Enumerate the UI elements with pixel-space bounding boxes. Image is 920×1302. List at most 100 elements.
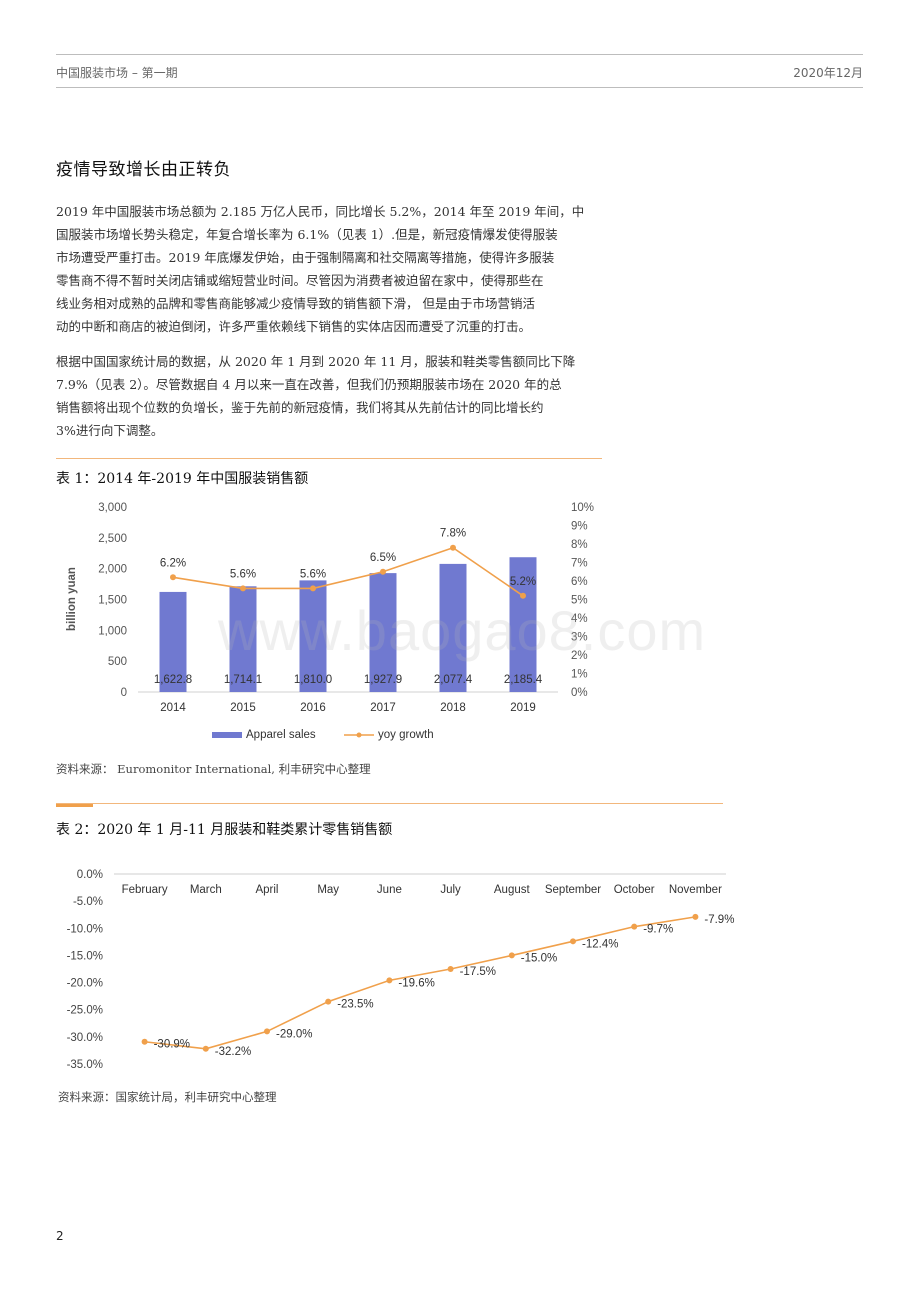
y-tick-label: 0 (121, 687, 127, 699)
bar-value-label: 1,622.8 (154, 674, 192, 686)
y-tick-label: -25.0% (67, 1005, 103, 1017)
sales-growth-line (144, 916, 696, 1050)
yoy-point-2014 (170, 574, 176, 581)
bar-2014 (159, 591, 187, 692)
x-tick-label: 2014 (160, 702, 186, 714)
y-tick-label: 3,000 (98, 502, 127, 514)
x-tick-label: June (377, 884, 402, 896)
chart1-plot: 3,000 2,500 2,000 1,500 1,000 500 0 10% 9% 8% 7% 6%… (66, 502, 594, 741)
x-tick-label: February (122, 884, 168, 896)
point-July (447, 966, 454, 972)
yoy-point-2016 (310, 585, 316, 592)
paragraph-line: 市场遭受严重打击。2019 年底爆发伊始，由于强制隔离和社交隔离等措施，使得许多… (56, 250, 555, 265)
y2-tick-label: 5% (571, 595, 588, 607)
point-value-label: -30.9% (154, 1039, 190, 1051)
point-May (325, 998, 332, 1005)
chart2-caption: 表 2：2020 年 1 月-11 月服装和鞋类累计零售销售额 (56, 822, 393, 838)
y-tick-label: 1,500 (98, 595, 127, 607)
x-tick-label: March (190, 884, 222, 896)
chart1-caption: 表 1：2014 年-2019 年中国服装销售额 (56, 471, 309, 487)
y-tick-label: 0.0% (77, 869, 103, 881)
paragraph-line: 零售商不得不暂时关闭店铺或缩短营业时间。尽管因为消费者被迫留在家中，使得那些在 (56, 273, 544, 288)
x-tick-label: 2016 (300, 702, 326, 714)
paragraph-2: 根据中国国家统计局的数据，从 2020 年 1 月到 2020 年 11 月，服… (56, 350, 601, 442)
chart2-top-rule (56, 803, 723, 804)
y-tick-label: 500 (108, 656, 127, 668)
chart1-top-rule (56, 458, 602, 459)
y-tick-label: 1,000 (98, 625, 127, 637)
page-number: 2 (56, 1229, 64, 1243)
x-tick-label: May (317, 884, 339, 896)
yoy-value-label: 5.6% (230, 568, 256, 580)
bar-2019 (509, 557, 537, 692)
bar-2017 (369, 573, 397, 692)
point-October (631, 923, 638, 930)
x-tick-label: 2015 (230, 702, 256, 714)
y-tick-label: 2,000 (98, 564, 127, 576)
point-value-label: -15.0% (521, 952, 557, 964)
yoy-value-label: 6.5% (370, 552, 396, 564)
legend-bar-swatch (212, 732, 242, 738)
chart2-svg: 0.0% -5.0% -10.0% -15.0% -20.0% -25.0% -30.0% -… (67, 869, 735, 1071)
point-June (386, 977, 393, 984)
paragraph-line: 7.9%（见表 2）。尽管数据自 4 月以来一直在改善，但我们仍预期服装市场在 … (56, 377, 562, 392)
legend-label: Apparel sales (246, 729, 316, 741)
paragraph-line: 2019 年中国服装市场总额为 2.185 万亿人民币，同比增长 5.2%，20… (56, 204, 585, 219)
yoy-point-2015 (240, 585, 246, 592)
legend-line-marker (356, 732, 362, 738)
point-value-label: -19.6% (398, 977, 434, 989)
x-tick-label: November (669, 884, 722, 896)
point-February (141, 1038, 148, 1045)
x-tick-label: 2017 (370, 702, 396, 714)
x-tick-label: 2019 (510, 702, 536, 714)
paragraph-line: 根据中国国家统计局的数据，从 2020 年 1 月到 2020 年 11 月，服… (56, 354, 576, 369)
point-value-label: -29.0% (276, 1028, 312, 1040)
y2-tick-label: 7% (571, 558, 588, 570)
y2-tick-label: 3% (571, 632, 588, 644)
y-tick-label: -30.0% (67, 1032, 103, 1044)
y2-tick-label: 9% (571, 521, 588, 533)
y2-tick-label: 4% (571, 613, 588, 625)
x-tick-label: October (614, 884, 655, 896)
y-axis-label: billion yuan (66, 567, 78, 631)
paragraph-line: 3%进行向下调整。 (56, 423, 164, 438)
y2-tick-label: 6% (571, 576, 588, 588)
x-tick-label: 2018 (440, 702, 466, 714)
y-tick-label: -10.0% (67, 923, 103, 935)
point-April (264, 1028, 270, 1035)
point-value-label: -9.7% (643, 924, 673, 936)
yoy-point-2018 (450, 544, 456, 551)
bar-value-label: 1,714.1 (224, 674, 262, 686)
bar-2018 (439, 563, 467, 692)
x-tick-label: September (545, 884, 601, 896)
paragraph-line: 线业务相对成熟的品牌和零售商能够减少疫情导致的销售额下滑， 但是由于市场营销活 (56, 296, 535, 311)
point-August (508, 952, 515, 959)
yoy-value-label: 6.2% (160, 557, 186, 569)
y-tick-label: -20.0% (67, 978, 103, 990)
bar-2015 (229, 586, 257, 692)
watermark: www.baogao8.com (218, 599, 707, 662)
section-title: 疫情导致增长由正转负 (56, 160, 231, 180)
y2-tick-label: 0% (571, 687, 588, 699)
point-value-label: -12.4% (582, 938, 618, 950)
y2-tick-label: 2% (571, 650, 588, 662)
y2-tick-label: 10% (571, 502, 594, 514)
chart2-tab-accent (56, 803, 93, 807)
yoy-value-label: 5.6% (300, 568, 326, 580)
bar-value-label: 1,927.9 (364, 674, 402, 686)
point-March (202, 1045, 209, 1052)
paragraph-1: 2019 年中国服装市场总额为 2.185 万亿人民币，同比增长 5.2%，20… (56, 200, 601, 338)
paragraph-line: 销售额将出现个位数的负增长，鉴于先前的新冠疫情，我们将其从先前估计的同比增长约 (56, 400, 544, 415)
header-bottom-rule (56, 87, 863, 88)
x-tick-label: April (255, 884, 278, 896)
x-tick-label: July (440, 884, 461, 896)
bar-2016 (299, 580, 327, 692)
header-top-rule (56, 54, 863, 55)
yoy-value-label: 7.8% (440, 528, 466, 540)
y-tick-label: -5.0% (73, 896, 103, 908)
point-value-label: -7.9% (704, 914, 734, 926)
point-value-label: -23.5% (337, 999, 373, 1011)
yoy-growth-line (172, 546, 524, 597)
bar-value-label: 1,810.0 (294, 674, 332, 686)
yoy-value-label: 5.2% (510, 576, 536, 588)
